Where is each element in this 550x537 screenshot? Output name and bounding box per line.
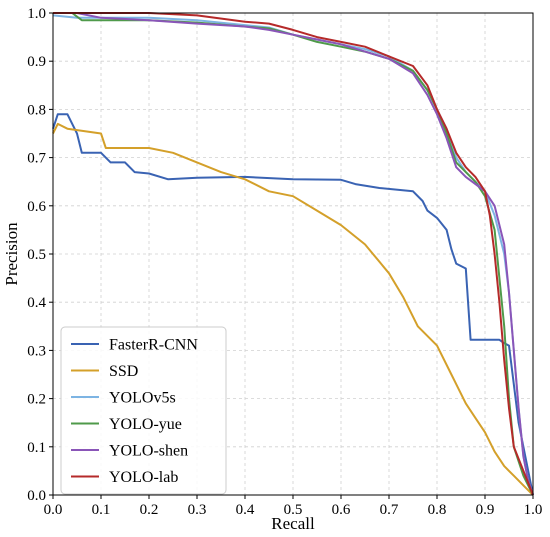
series-line-yolo-lab [53,12,534,496]
x-tick-label: 0.6 [332,502,351,518]
legend-label: YOLO-yue [109,416,182,433]
x-tick-label: 0.9 [476,502,495,518]
legend-label: SSD [109,363,138,380]
x-tick-label: 1.0 [524,502,543,518]
y-tick-label: 0.4 [27,295,46,311]
y-tick-label: 0.6 [27,199,46,215]
y-tick-label: 0.2 [27,392,46,408]
x-tick-label: 0.4 [236,502,255,518]
grid [52,12,534,496]
legend-label: YOLO-lab [109,469,178,486]
y-axis: 0.0 0.1 0.2 0.3 0.4 0.5 0.6 0.7 0.8 0.9 1.0 [27,6,53,504]
legend: FasterR-CNN SSD YOLOv5s YOLO-yue YOLO-shen YO… [60,326,227,495]
series-line-yolo-shen [53,12,534,496]
x-tick-label: 0.8 [428,502,447,518]
x-axis: 0.0 0.1 0.2 0.3 0.4 0.5 0.6 0.7 0.8 0.9 1.0 [44,495,543,518]
y-tick-label: 0.8 [27,102,46,118]
x-tick-label: 0.2 [140,502,159,518]
series-line-ssd [52,122,534,496]
legend-label: FasterR-CNN [109,337,198,354]
y-tick-label: 0.9 [27,54,46,70]
y-tick-label: 0.5 [27,247,46,263]
legend-label: YOLOv5s [109,390,176,407]
series-line-fasterr-cnn [52,113,534,496]
legend-box [60,326,227,495]
y-tick-label: 0.0 [27,488,46,504]
x-tick-label: 0.0 [44,502,63,518]
y-tick-label: 0.3 [27,343,46,359]
y-tick-label: 0.1 [27,440,46,456]
y-tick-label: 0.7 [27,151,46,167]
x-axis-label: Recall [271,514,315,533]
x-tick-label: 0.7 [380,502,399,518]
y-tick-label: 1.0 [27,6,46,22]
x-tick-label: 0.1 [92,502,111,518]
y-axis-label: Precision [2,222,21,286]
series-layer [52,12,534,496]
legend-label: YOLO-shen [109,443,188,460]
x-tick-label: 0.3 [188,502,207,518]
x-tick-label: 0.5 [284,502,303,518]
